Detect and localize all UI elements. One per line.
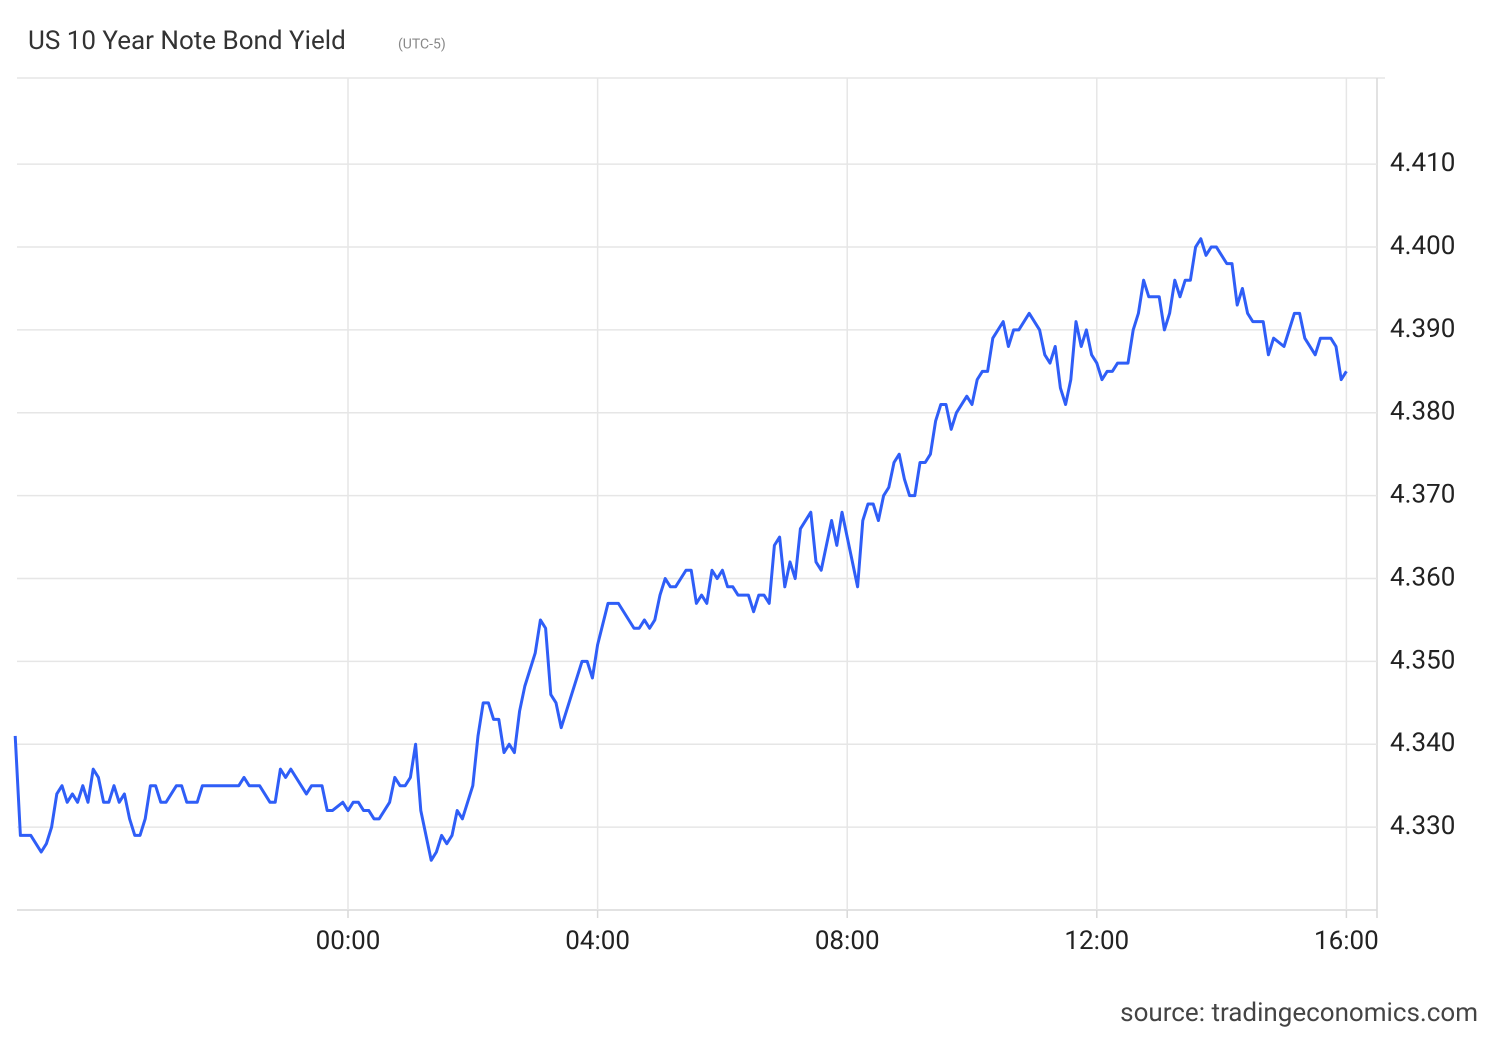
y-tick-label: 4.410 [1390,148,1455,178]
source-note: source: tradingeconomics.com [1120,998,1478,1028]
x-tick-label: 00:00 [316,926,381,956]
chart-subtitle: (UTC-5) [398,37,446,53]
y-tick-label: 4.330 [1390,811,1455,841]
x-tick-label: 08:00 [815,926,880,956]
chart-title: US 10 Year Note Bond Yield [28,26,346,56]
y-tick-label: 4.390 [1390,314,1455,344]
y-tick-label: 4.360 [1390,562,1455,592]
y-tick-label: 4.380 [1390,397,1455,427]
y-tick-label: 4.400 [1390,231,1455,261]
yield-line [13,237,1348,862]
y-tick-label: 4.350 [1390,645,1455,675]
x-tick-label: 04:00 [565,926,630,956]
y-tick-label: 4.340 [1390,728,1455,758]
x-tick-label: 16:00 [1314,926,1379,956]
y-tick-label: 4.370 [1390,480,1455,510]
x-tick-label: 12:00 [1064,926,1129,956]
